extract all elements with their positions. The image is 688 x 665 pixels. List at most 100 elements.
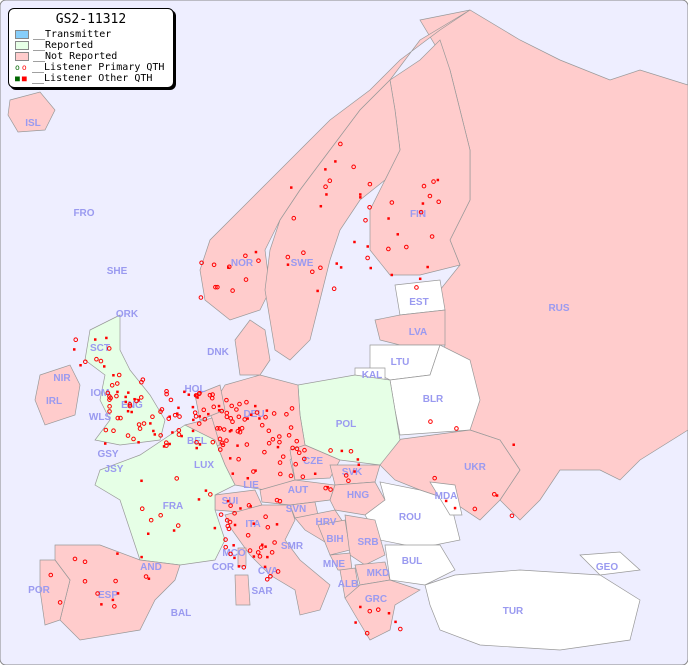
listener-primary-marker <box>175 523 181 528</box>
listener-primary-marker <box>164 388 169 394</box>
listener-primary-marker <box>264 577 270 582</box>
listener-primary-marker <box>258 545 264 550</box>
listener-primary-marker <box>215 284 220 290</box>
country-label-svn: SVN <box>286 504 307 515</box>
listener-primary-marker <box>221 427 227 432</box>
listener-other-marker <box>140 479 143 483</box>
listener-primary-marker <box>48 572 54 578</box>
listener-primary-marker <box>136 422 142 427</box>
listener-other-marker <box>396 233 400 236</box>
listener-primary-marker <box>114 393 119 399</box>
listener-other-marker <box>236 444 239 447</box>
country-label-esp: ESP <box>98 590 118 601</box>
listener-primary-marker <box>266 440 272 446</box>
country-label-fin: FIN <box>410 209 426 220</box>
listener-primary-marker <box>285 254 291 260</box>
listener-primary-marker <box>227 519 233 525</box>
listener-primary-marker <box>114 381 120 386</box>
listener-primary-marker <box>247 548 253 553</box>
listener-other-marker <box>237 565 241 568</box>
listener-other-marker <box>254 469 257 472</box>
listener-primary-marker <box>243 253 248 259</box>
country-label-geo: GEO <box>596 562 618 573</box>
country-fra <box>94 424 236 566</box>
listener-other-marker <box>79 364 82 367</box>
listener-other-marker <box>195 446 198 450</box>
listener-primary-marker <box>176 428 182 433</box>
listener-other-marker <box>246 417 249 420</box>
country-label-mco: MCO <box>222 548 246 559</box>
listener-primary-marker <box>414 285 419 290</box>
listener-primary-marker <box>436 199 441 205</box>
country-label-lie: LIE <box>243 480 259 491</box>
listener-other-marker <box>353 470 356 473</box>
listener-primary-marker <box>428 419 433 424</box>
country-label-cze: CZE <box>303 456 323 467</box>
listener-other-marker <box>359 605 362 609</box>
listener-primary-marker <box>280 454 286 459</box>
country-label-sct: SCT <box>90 343 110 354</box>
country-label-gsy: GSY <box>97 449 118 460</box>
listener-primary-marker <box>211 262 217 268</box>
country-grc <box>344 579 421 641</box>
listener-primary-marker <box>174 476 180 481</box>
listener-primary-marker <box>209 395 215 401</box>
legend-item-primary-qth: o o __Listener Primary QTH <box>9 62 173 73</box>
listener-primary-marker <box>365 255 370 261</box>
listener-primary-marker <box>245 532 251 538</box>
listener-other-marker <box>72 348 76 351</box>
listener-primary-marker <box>246 503 252 508</box>
country-label-deu: DEU <box>243 409 264 420</box>
listener-other-marker <box>421 202 425 205</box>
country-label-lva: LVA <box>409 327 428 338</box>
listener-other-marker <box>180 434 183 438</box>
listener-other-marker <box>93 338 97 341</box>
listener-primary-marker <box>176 432 182 437</box>
listener-primary-marker <box>72 556 78 562</box>
listener-other-marker <box>340 449 344 453</box>
listener-primary-marker <box>164 391 169 397</box>
listener-primary-marker <box>398 626 403 632</box>
listener-primary-marker <box>229 403 235 409</box>
listener-primary-marker <box>318 265 323 271</box>
country-label-est: EST <box>409 297 428 308</box>
listener-primary-marker <box>323 485 328 491</box>
listener-primary-marker <box>116 372 122 378</box>
listener-other-marker <box>127 391 130 394</box>
country-label-isl: ISL <box>25 118 41 129</box>
country-label-nir: NIR <box>53 373 71 384</box>
listener-primary-marker <box>223 537 228 542</box>
listener-other-marker <box>228 430 232 433</box>
country-sar <box>234 574 251 606</box>
listener-other-marker <box>233 523 237 527</box>
listener-primary-marker <box>217 447 223 452</box>
listener-primary-marker <box>242 417 248 422</box>
listener-other-marker <box>387 217 390 220</box>
country-gbr <box>84 314 166 446</box>
listener-primary-marker <box>140 377 146 382</box>
country-label-sar: SAR <box>251 586 273 597</box>
listener-other-marker <box>275 523 279 526</box>
listener-other-marker <box>191 405 195 409</box>
listener-primary-marker <box>164 443 169 448</box>
listener-primary-marker <box>427 193 433 199</box>
listener-primary-marker <box>82 559 88 565</box>
listener-primary-marker <box>257 554 263 559</box>
legend-item-not-reported: __Not Reported <box>9 51 173 62</box>
listener-primary-marker <box>208 492 213 497</box>
listener-primary-marker <box>125 433 131 438</box>
listener-primary-marker <box>199 260 204 266</box>
listener-other-marker <box>103 365 106 368</box>
country-label-bal: BAL <box>171 608 192 619</box>
listener-other-marker <box>266 555 269 559</box>
listener-other-marker <box>426 265 429 269</box>
listener-primary-marker <box>143 574 149 579</box>
listener-primary-marker <box>115 415 121 421</box>
listener-other-marker <box>133 397 136 401</box>
country-label-hng: HNG <box>347 490 369 501</box>
listener-other-marker <box>339 266 343 269</box>
country-label-mne: MNE <box>323 559 346 570</box>
listener-primary-marker <box>177 414 182 419</box>
listener-primary-marker <box>83 359 88 365</box>
